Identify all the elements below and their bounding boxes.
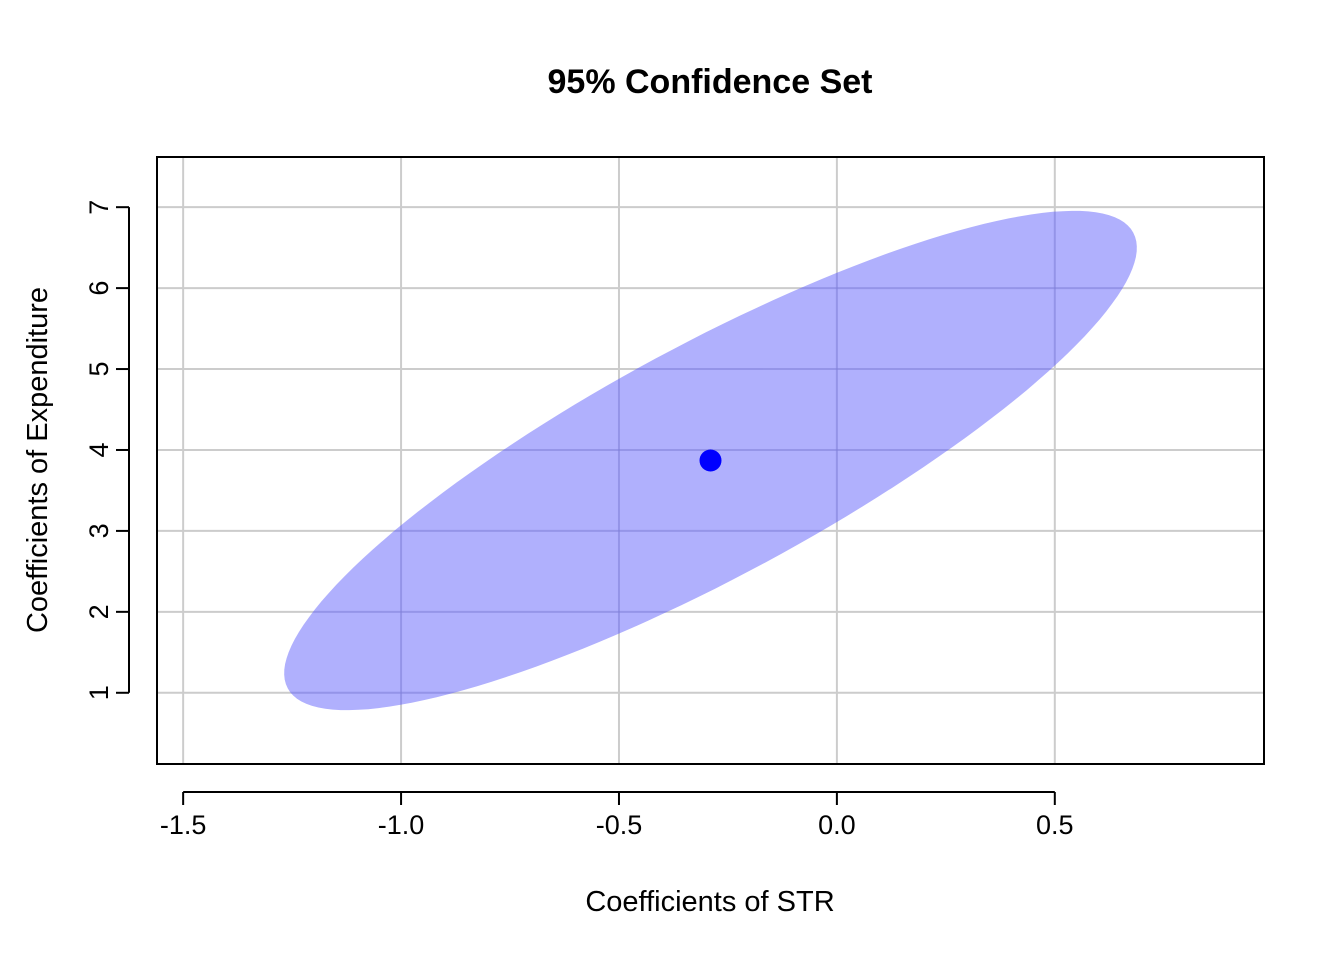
x-tick-label-3: 0.0 [818,810,856,840]
point-estimate [699,449,722,472]
y-tick-label-2: 3 [84,523,114,538]
x-tick-label-0: -1.5 [160,810,207,840]
y-tick-label-3: 4 [84,442,114,457]
x-tick-label-2: -0.5 [596,810,643,840]
x-axis: -1.5 -1.0 -0.5 0.0 0.5 [160,791,1074,840]
y-tick-label-4: 5 [84,362,114,377]
x-tick-label-1: -1.0 [378,810,425,840]
x-tick-label-4: 0.5 [1036,810,1074,840]
y-axis: 1 2 3 4 5 6 7 [84,200,130,700]
plot-frame [156,156,1265,765]
y-tick-label-5: 6 [84,281,114,296]
chart-title: 95% Confidence Set [548,63,873,101]
y-tick-label-6: 7 [84,200,114,215]
y-tick-label-1: 2 [84,604,114,619]
x-axis-label: Coefficients of STR [585,886,834,918]
y-tick-label-0: 1 [84,685,114,700]
y-axis-label: Coefficients of Expenditure [22,287,54,633]
